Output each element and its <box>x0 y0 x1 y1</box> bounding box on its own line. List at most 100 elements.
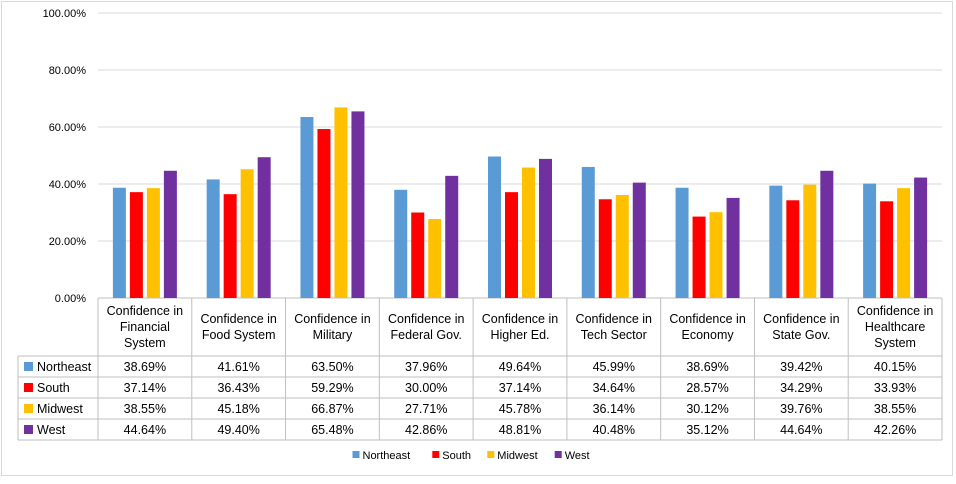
table-cell-value: 48.81% <box>499 423 541 437</box>
bar-south <box>598 199 612 298</box>
bar-midwest <box>709 212 723 298</box>
bar-south <box>223 194 237 298</box>
table-legend-key-northeast <box>24 362 33 371</box>
bar-midwest <box>522 167 535 298</box>
bar-midwest <box>428 219 442 298</box>
bars <box>112 107 928 299</box>
category-label: Tech Sector <box>581 328 647 342</box>
bar-midwest <box>146 188 160 298</box>
table-cell-value: 37.14% <box>499 381 541 395</box>
bar-northeast <box>112 187 126 298</box>
category-label: Confidence in <box>857 304 933 318</box>
category-label: State Gov. <box>772 328 830 342</box>
table-cell-value: 30.00% <box>405 381 447 395</box>
y-tick-label: 40.00% <box>49 179 87 191</box>
bar-west <box>820 170 834 298</box>
bar-south <box>129 192 143 298</box>
table-cell-value: 63.50% <box>311 360 353 374</box>
table-cell-value: 38.55% <box>874 402 916 416</box>
bar-northeast <box>394 189 408 298</box>
table-cell-value: 38.55% <box>124 402 166 416</box>
category-label: Confidence in <box>388 312 464 326</box>
bar-northeast <box>488 156 501 298</box>
table-cell-value: 34.29% <box>780 381 822 395</box>
bar-south <box>317 129 331 298</box>
bar-west <box>539 158 552 298</box>
table-cell-value: 44.64% <box>780 423 822 437</box>
category-label: Higher Ed. <box>490 328 549 342</box>
table-cell-value: 40.15% <box>874 360 916 374</box>
category-label: Confidence in <box>669 312 745 326</box>
category-label: Healthcare <box>865 320 925 334</box>
legend-swatch-west <box>554 451 562 458</box>
category-label: Military <box>313 328 353 342</box>
table-cell-value: 45.99% <box>593 360 635 374</box>
category-label: System <box>874 336 916 350</box>
table-series-name: South <box>37 381 70 395</box>
table-cell-value: 39.42% <box>780 360 822 374</box>
category-label: Financial <box>120 320 170 334</box>
legend-label: Midwest <box>497 450 537 462</box>
category-label: System <box>124 336 166 350</box>
table-cell-value: 45.78% <box>499 402 541 416</box>
category-label: Confidence in <box>200 312 276 326</box>
y-tick-label: 60.00% <box>49 122 87 134</box>
bar-midwest <box>897 188 911 298</box>
bar-midwest <box>334 107 348 298</box>
legend-label: West <box>565 450 590 462</box>
table-series-name: West <box>37 423 66 437</box>
legend-swatch-northeast <box>352 451 360 458</box>
table-cell-value: 38.69% <box>124 360 166 374</box>
bar-northeast <box>863 183 877 298</box>
category-label: Economy <box>682 328 735 342</box>
table-cell-value: 45.18% <box>217 402 259 416</box>
table-series-name: Midwest <box>37 402 83 416</box>
table-cell-value: 36.14% <box>593 402 635 416</box>
bar-northeast <box>300 117 314 299</box>
table-cell-value: 33.93% <box>874 381 916 395</box>
table-cell-value: 37.14% <box>124 381 166 395</box>
category-label: Federal Gov. <box>391 328 462 342</box>
table-cell-value: 44.64% <box>124 423 166 437</box>
table-legend-key-midwest <box>24 404 33 413</box>
table-series-name: Northeast <box>37 360 92 374</box>
legend-label: South <box>442 450 471 462</box>
gridlines <box>98 12 942 299</box>
table-legend-key-west <box>24 425 33 434</box>
bar-midwest <box>240 169 254 298</box>
table-cell-value: 34.64% <box>593 381 635 395</box>
bar-northeast <box>769 185 783 298</box>
legend-swatch-south <box>432 451 440 458</box>
bar-northeast <box>675 187 689 298</box>
bar-west <box>914 177 928 298</box>
table-cell-value: 41.61% <box>217 360 259 374</box>
y-tick-label: 100.00% <box>43 8 87 20</box>
table-cell-value: 66.87% <box>311 402 353 416</box>
category-label: Confidence in <box>763 312 839 326</box>
table-cell-value: 42.26% <box>874 423 916 437</box>
category-label: Confidence in <box>107 304 183 318</box>
bar-south <box>411 212 425 298</box>
table-cell-value: 49.64% <box>499 360 541 374</box>
category-label: Confidence in <box>294 312 370 326</box>
table-cell-value: 39.76% <box>780 402 822 416</box>
table-cell-value: 49.40% <box>217 423 259 437</box>
table-legend-key-south <box>24 383 33 392</box>
table-cell-value: 35.12% <box>686 423 728 437</box>
legend-label: Northeast <box>363 450 411 462</box>
table-cell-value: 40.48% <box>593 423 635 437</box>
table-cell-value: 36.43% <box>217 381 259 395</box>
table-cell-value: 37.96% <box>405 360 447 374</box>
bar-south <box>880 201 894 298</box>
bar-west <box>632 182 646 298</box>
bar-south <box>692 216 706 298</box>
category-label: Food System <box>202 328 276 342</box>
table-cell-value: 65.48% <box>311 423 353 437</box>
chart-border <box>1 1 953 476</box>
table-cell-value: 27.71% <box>405 402 447 416</box>
bar-northeast <box>581 166 595 298</box>
table-cell-value: 59.29% <box>311 381 353 395</box>
category-label: Confidence in <box>482 312 558 326</box>
bar-midwest <box>803 184 817 298</box>
